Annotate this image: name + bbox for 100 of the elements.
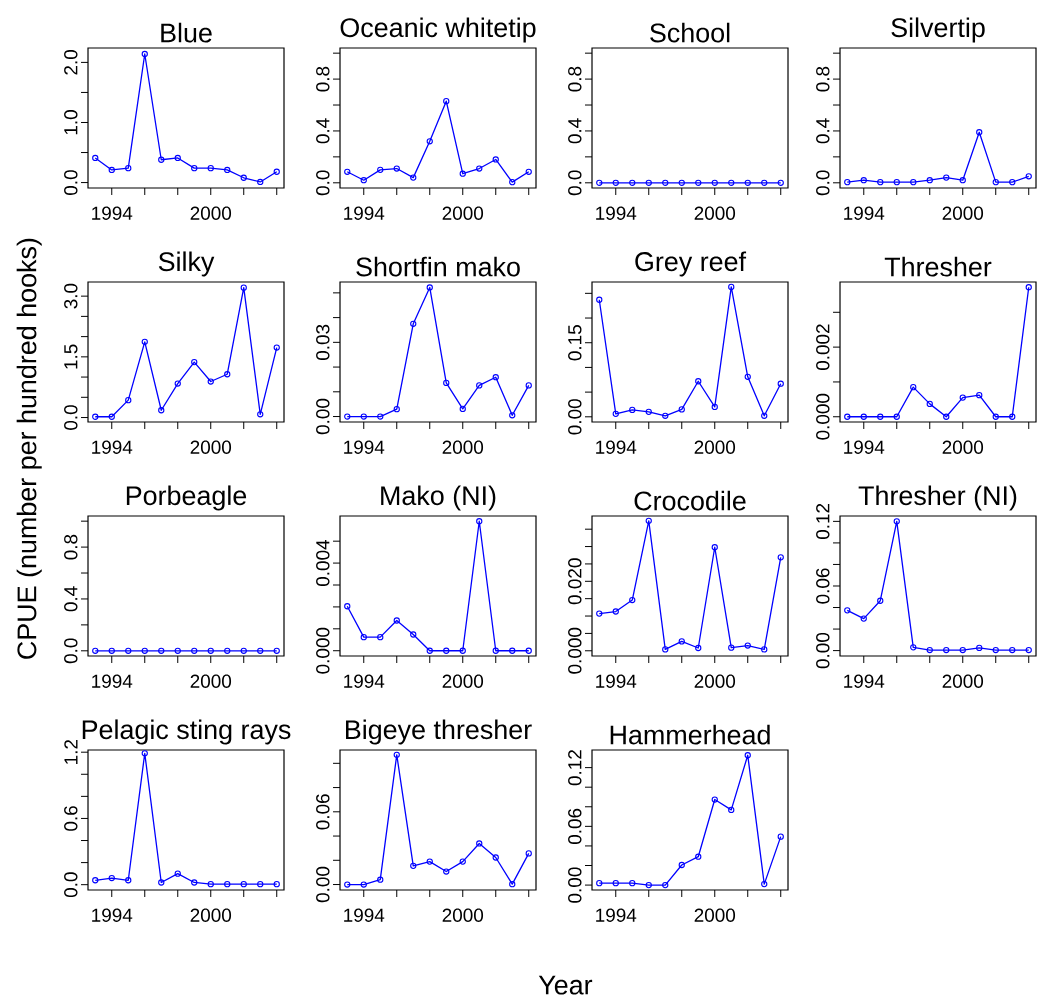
point: [426, 858, 433, 865]
point: [158, 407, 165, 414]
x-tick-label: 1994: [344, 440, 385, 454]
point: [678, 861, 685, 869]
point: [662, 881, 669, 889]
y-tick-label: 0.8: [64, 534, 78, 560]
point: [728, 806, 735, 814]
y-tick-label: 0.4: [816, 118, 830, 144]
x-tick-label: 1994: [844, 440, 885, 454]
x-tick-label: 1994: [596, 908, 637, 922]
point: [509, 647, 516, 654]
point: [125, 397, 132, 404]
point: [943, 413, 950, 420]
point: [860, 177, 867, 184]
point: [257, 178, 264, 186]
chart-title: Blue: [161, 22, 212, 43]
x-tick-label: 1994: [596, 674, 637, 688]
point: [476, 518, 483, 525]
point: [926, 400, 933, 408]
point: [992, 646, 999, 654]
x-tick-label: 1994: [92, 908, 133, 922]
point: [443, 868, 450, 875]
y-tick-label: 1.5: [64, 344, 78, 369]
y-tick-label: 2.0: [64, 50, 78, 75]
point: [877, 413, 884, 420]
x-tick-label: 1994: [344, 206, 385, 220]
y-tick-label: 0.002: [816, 324, 830, 371]
y-tick-label: 0.0: [64, 872, 78, 898]
point: [360, 881, 367, 888]
y-tick-label: 0.00: [568, 867, 582, 903]
x-tick-label: 2000: [942, 440, 984, 454]
point: [410, 862, 417, 870]
y-tick-label: 1.2: [64, 740, 78, 764]
y-tick-label: 0.06: [816, 568, 830, 604]
point: [141, 338, 148, 346]
x-tick-label: 2000: [190, 674, 232, 688]
point: [662, 412, 669, 420]
point: [943, 174, 950, 181]
x-axis-title: Year: [538, 975, 593, 995]
y-tick-label: 3.0: [64, 283, 78, 309]
y-tick-label: 0.0: [816, 170, 830, 196]
chart-title: Thresher (NI): [858, 485, 1017, 511]
chart-title: Shortfin mako: [356, 256, 520, 277]
chart-title: Porbeagle: [126, 485, 247, 511]
x-tick-label: 2000: [442, 908, 484, 922]
point: [191, 359, 198, 366]
point: [393, 406, 400, 413]
chart-title: Mako (NI): [381, 485, 496, 511]
chart-title: Bigeye thresher: [346, 719, 532, 745]
x-tick-label: 1994: [596, 440, 637, 454]
x-tick-label: 1994: [844, 674, 885, 688]
point: [224, 166, 231, 174]
point: [695, 853, 702, 860]
x-tick-label: 2000: [942, 674, 984, 688]
point: [1009, 646, 1016, 654]
point: [240, 284, 247, 291]
point: [459, 405, 466, 413]
x-tick-label: 2000: [442, 206, 484, 220]
point: [377, 413, 384, 420]
x-tick-label: 2000: [442, 674, 484, 688]
point: [476, 165, 483, 172]
point: [377, 876, 384, 883]
point: [711, 403, 718, 411]
point: [695, 378, 702, 385]
y-tick-label: 0.004: [316, 540, 330, 587]
y-tick-label: 0.8: [316, 66, 330, 92]
chart-title: Silvertip: [891, 17, 985, 43]
y-tick-label: 0.00: [316, 866, 330, 903]
point: [410, 174, 417, 181]
x-tick-label: 2000: [694, 440, 736, 454]
point: [459, 170, 466, 177]
point: [476, 840, 483, 847]
point: [509, 412, 516, 419]
point: [926, 646, 933, 654]
y-tick-label: 0.4: [316, 118, 330, 144]
point: [141, 750, 148, 757]
point: [443, 379, 450, 387]
point: [108, 413, 115, 420]
point: [629, 596, 636, 604]
point: [959, 646, 966, 654]
point: [744, 752, 751, 759]
y-tick-label: 0.000: [316, 627, 330, 674]
point: [360, 177, 367, 184]
point: [910, 179, 917, 186]
point: [877, 597, 884, 604]
y-tick-label: 0.00: [568, 399, 582, 435]
x-tick-label: 2000: [190, 206, 232, 220]
y-tick-label: 0.15: [568, 325, 582, 361]
point: [426, 284, 433, 291]
point: [612, 880, 619, 887]
y-tick-label: 0.4: [568, 118, 582, 144]
chart-title: Grey reef: [635, 251, 747, 277]
point: [992, 179, 999, 186]
x-tick-label: 1994: [92, 206, 133, 220]
point: [240, 881, 247, 888]
x-tick-label: 2000: [694, 206, 736, 220]
x-tick-label: 1994: [92, 674, 133, 688]
point: [207, 165, 214, 172]
point: [377, 166, 384, 174]
point: [629, 406, 636, 414]
